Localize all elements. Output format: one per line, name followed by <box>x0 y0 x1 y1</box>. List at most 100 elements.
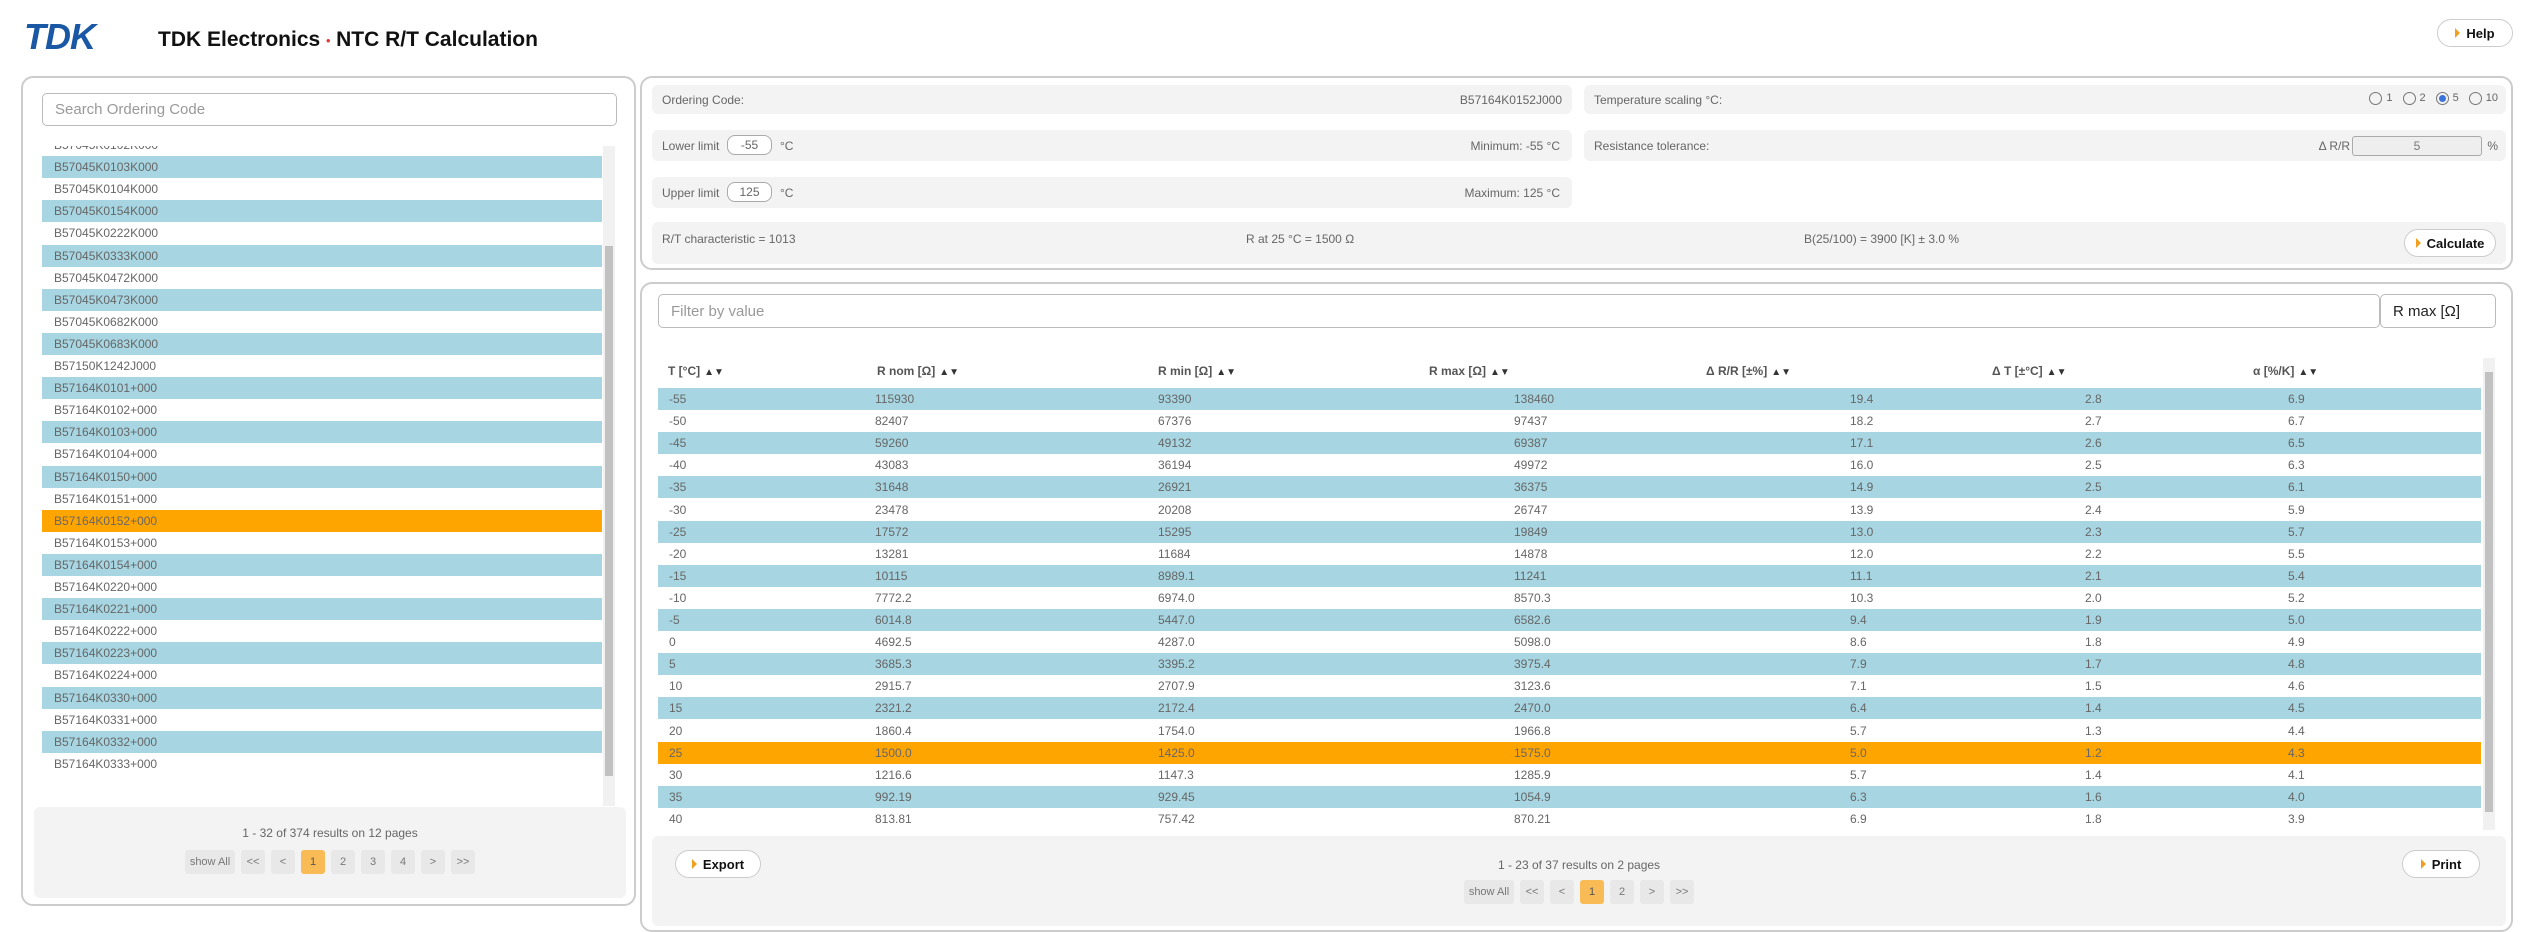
column-header[interactable]: R nom [Ω] ▲▼ <box>877 364 959 378</box>
page-button[interactable]: >> <box>451 850 475 874</box>
table-cell: 5.7 <box>1850 723 1867 738</box>
header-text: R max [Ω] <box>1429 364 1486 378</box>
sort-icons[interactable]: ▲▼ <box>1771 367 1792 378</box>
pagination: show All << <1 2 > >> <box>652 880 2506 904</box>
list-item[interactable]: B57045K0222K000 <box>54 226 159 241</box>
list-item[interactable]: B57045K0154K000 <box>42 200 602 223</box>
page-button[interactable]: << <box>1520 880 1544 904</box>
help-button[interactable]: Help <box>2437 19 2513 47</box>
column-header[interactable]: T [°C] ▲▼ <box>668 364 724 378</box>
filter-input[interactable]: Filter by value <box>658 294 2380 328</box>
radio[interactable] <box>2468 92 2482 105</box>
radio-option[interactable]: 2 <box>2393 92 2426 105</box>
table-cell: 929.45 <box>1158 789 1195 804</box>
table-cell: 1575.0 <box>1514 745 1551 760</box>
radio[interactable] <box>2435 92 2449 105</box>
sort-icons[interactable]: ▲▼ <box>704 367 724 378</box>
label: Temperature scaling °C: <box>1594 93 1723 107</box>
sort-icons[interactable]: ▲▼ <box>1216 367 1237 378</box>
table-row: -15 10115 8989.1 11241 11.1 2.1 5.4 <box>658 564 2481 587</box>
list-item[interactable]: B57164K0154+000 <box>42 553 602 576</box>
list-item[interactable]: B57164K0101+000 <box>42 377 602 400</box>
sort-icons[interactable]: ▲▼ <box>1489 367 1510 378</box>
list-item[interactable]: B57164K0221+000 <box>42 598 602 621</box>
table-cell: 12.0 <box>1850 546 1874 561</box>
page-button[interactable]: 2 <box>331 850 355 874</box>
page-button[interactable]: 3 <box>361 850 385 874</box>
list-item[interactable]: B57045K0683K000 <box>42 332 602 355</box>
list-item[interactable]: B57164K0331+000 <box>54 712 158 727</box>
calculate-button[interactable]: Calculate <box>2404 229 2496 257</box>
page-button[interactable]: show All <box>1464 880 1514 904</box>
table-cell: -35 <box>669 480 687 495</box>
print-button[interactable]: Print <box>2402 850 2480 878</box>
radio-option[interactable]: 10 <box>2459 92 2498 105</box>
list-item[interactable]: B57164K0152+000 <box>42 509 602 532</box>
table-cell: 1.6 <box>2085 789 2102 804</box>
list-item[interactable]: B57164K0220+000 <box>54 580 158 594</box>
table-cell: 23478 <box>875 502 909 517</box>
page-button[interactable]: 1 <box>301 850 325 874</box>
radio-label: 2 <box>2419 92 2426 105</box>
radio[interactable] <box>2402 92 2416 105</box>
column-header[interactable]: α [%/K] ▲▼ <box>2253 364 2318 378</box>
list-item[interactable]: B57150K1242J000 <box>54 359 157 373</box>
page-button[interactable]: 1 <box>1580 880 1604 904</box>
list-item[interactable]: B57164K0223+000 <box>42 642 602 665</box>
column-header[interactable]: Δ R/R [±%] ▲▼ <box>1706 364 1791 378</box>
list-item[interactable]: B57164K0222+000 <box>54 624 158 639</box>
tolerance-select[interactable]: 5 <box>2352 136 2482 156</box>
export-button[interactable]: Export <box>675 850 761 878</box>
list-item[interactable]: B57045K0472K000 <box>54 270 159 285</box>
radio-option[interactable]: 1 <box>2359 92 2393 105</box>
table-cell: 8570.3 <box>1514 590 1551 605</box>
table-cell: 10115 <box>875 568 908 583</box>
page-button[interactable]: > <box>421 850 445 874</box>
page-button[interactable]: < <box>1550 880 1574 904</box>
list-item[interactable]: B57164K0104+000 <box>54 447 158 462</box>
table-cell: 2.7 <box>2085 414 2102 429</box>
lower-input[interactable]: -55 <box>727 135 772 155</box>
search-input[interactable]: Search Ordering Code <box>42 93 617 126</box>
sort-icons[interactable]: ▲▼ <box>939 367 960 378</box>
radio-option[interactable]: 5 <box>2426 92 2459 105</box>
table-cell: -25 <box>669 524 687 539</box>
page-button[interactable]: < <box>271 850 295 874</box>
list-item[interactable]: B57045K0103K000 <box>42 156 602 179</box>
list-item[interactable]: B57164K0103+000 <box>42 421 602 444</box>
subtitle: NTC R/T Calculation <box>336 28 538 51</box>
page-button[interactable]: 4 <box>391 850 415 874</box>
page-button[interactable]: 2 <box>1610 880 1634 904</box>
column-header[interactable]: R min [Ω] ▲▼ <box>1158 364 1236 378</box>
list-item[interactable]: B57045K0682K000 <box>54 314 159 329</box>
list-item[interactable]: B57164K0332+000 <box>42 730 602 753</box>
list-item[interactable]: B57045K0473K000 <box>42 288 602 311</box>
radio[interactable] <box>2369 92 2383 105</box>
list-item[interactable]: B57045K0333K000 <box>42 244 602 267</box>
page-button[interactable]: > <box>1640 880 1664 904</box>
list-item[interactable]: B57045K0104K000 <box>54 182 159 197</box>
list-item[interactable]: B57164K0102+000 <box>54 403 158 418</box>
sort-icons[interactable]: ▲▼ <box>2046 367 2067 378</box>
list-item[interactable]: B57164K0330+000 <box>42 686 602 709</box>
table-cell: 15 <box>669 701 683 716</box>
list-item[interactable]: B57164K0150+000 <box>42 465 602 488</box>
page-button[interactable]: << <box>241 850 265 874</box>
list-item[interactable]: B57164K0151+000 <box>54 491 158 506</box>
upper-limit-box: Upper limit 125 °C Maximum: 125 °C <box>652 177 1572 208</box>
column-header[interactable]: R max [Ω] ▲▼ <box>1429 364 1510 378</box>
page-button[interactable]: show All <box>185 850 235 874</box>
temp-scaling-box: Temperature scaling °C: 1 2 5 10 <box>1584 85 2506 114</box>
table-cell: -40 <box>669 458 687 473</box>
page-button[interactable]: >> <box>1670 880 1694 904</box>
upper-input[interactable]: 125 <box>727 182 772 202</box>
sort-icons[interactable]: ▲▼ <box>2298 367 2319 378</box>
table-cell: 2707.9 <box>1158 679 1195 694</box>
list-item[interactable]: B57164K0224+000 <box>54 668 158 683</box>
list-item[interactable]: B57164K0333+000 <box>54 756 158 771</box>
filter-select[interactable]: R max [Ω] <box>2380 294 2496 328</box>
list-item[interactable]: B57164K0153+000 <box>54 535 158 550</box>
list-item[interactable]: B57045K0102K000 <box>42 146 602 156</box>
column-header[interactable]: Δ T [±°C] ▲▼ <box>1992 364 2066 378</box>
table-cell: 6.7 <box>2288 414 2305 429</box>
